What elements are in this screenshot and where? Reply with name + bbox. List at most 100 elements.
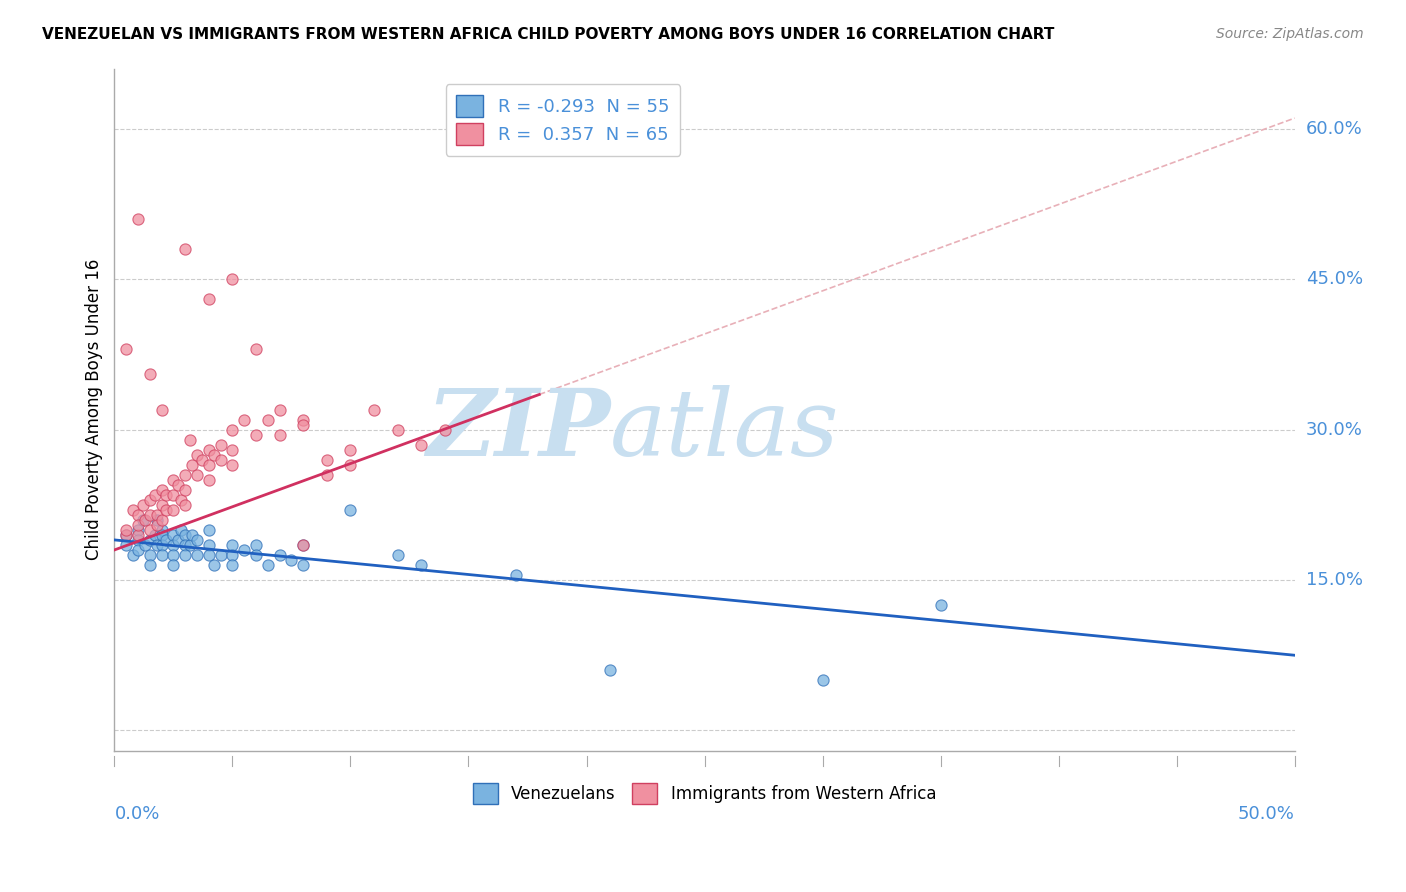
Point xyxy=(269,402,291,417)
Point xyxy=(179,433,201,447)
Point xyxy=(221,548,243,562)
Point xyxy=(139,492,162,507)
Point xyxy=(115,523,138,537)
Point xyxy=(315,467,337,482)
Point xyxy=(198,548,221,562)
Point xyxy=(280,553,302,567)
Point xyxy=(134,538,156,552)
Point xyxy=(221,538,243,552)
Legend: Venezuelans, Immigrants from Western Africa: Venezuelans, Immigrants from Western Afr… xyxy=(467,777,943,811)
Point xyxy=(139,508,162,522)
Point xyxy=(245,538,267,552)
Point xyxy=(150,498,173,512)
Text: 60.0%: 60.0% xyxy=(1306,120,1362,137)
Point xyxy=(245,343,267,357)
Point xyxy=(256,412,278,426)
Point xyxy=(339,503,361,517)
Point xyxy=(127,543,149,558)
Point xyxy=(174,467,197,482)
Point xyxy=(162,538,184,552)
Point xyxy=(233,543,256,558)
Point xyxy=(162,558,184,572)
Point xyxy=(146,513,169,527)
Point xyxy=(169,523,191,537)
Point xyxy=(150,513,173,527)
Text: 30.0%: 30.0% xyxy=(1306,421,1362,439)
Point xyxy=(186,533,208,547)
Point xyxy=(198,473,221,487)
Point xyxy=(811,673,834,688)
Point xyxy=(139,368,162,382)
Point xyxy=(146,538,169,552)
Point xyxy=(433,423,456,437)
Point xyxy=(122,548,145,562)
Point xyxy=(174,498,197,512)
Point xyxy=(139,558,162,572)
Point xyxy=(190,452,212,467)
Point xyxy=(233,412,256,426)
Point xyxy=(315,452,337,467)
Text: 15.0%: 15.0% xyxy=(1306,571,1362,589)
Point xyxy=(174,242,197,256)
Text: 50.0%: 50.0% xyxy=(1237,805,1295,823)
Point xyxy=(167,533,190,547)
Point xyxy=(292,412,315,426)
Point xyxy=(209,437,232,451)
Point xyxy=(245,427,267,442)
Point xyxy=(505,568,527,582)
Point xyxy=(221,272,243,286)
Point xyxy=(150,538,173,552)
Point xyxy=(174,538,197,552)
Point xyxy=(150,483,173,497)
Text: 45.0%: 45.0% xyxy=(1306,270,1362,288)
Point xyxy=(139,533,162,547)
Point xyxy=(167,477,190,491)
Point xyxy=(150,402,173,417)
Point xyxy=(146,508,169,522)
Point xyxy=(127,211,149,226)
Point xyxy=(162,488,184,502)
Point xyxy=(929,598,952,612)
Point xyxy=(150,528,173,542)
Point xyxy=(162,503,184,517)
Point xyxy=(221,442,243,457)
Point xyxy=(122,503,145,517)
Point xyxy=(169,492,191,507)
Point xyxy=(115,528,138,542)
Point xyxy=(162,473,184,487)
Point xyxy=(127,508,149,522)
Point xyxy=(115,538,138,552)
Point xyxy=(202,558,225,572)
Point xyxy=(179,538,201,552)
Text: atlas: atlas xyxy=(610,385,839,475)
Point xyxy=(127,533,149,547)
Text: ZIP: ZIP xyxy=(426,385,610,475)
Point xyxy=(143,488,166,502)
Text: Source: ZipAtlas.com: Source: ZipAtlas.com xyxy=(1216,27,1364,41)
Point xyxy=(387,548,409,562)
Point xyxy=(339,458,361,472)
Point xyxy=(139,523,162,537)
Point xyxy=(245,548,267,562)
Point xyxy=(186,548,208,562)
Point xyxy=(115,528,138,542)
Point xyxy=(198,442,221,457)
Point xyxy=(221,423,243,437)
Point xyxy=(162,548,184,562)
Point xyxy=(198,538,221,552)
Point xyxy=(162,528,184,542)
Point xyxy=(155,503,177,517)
Point xyxy=(146,517,169,532)
Point xyxy=(269,548,291,562)
Point xyxy=(174,548,197,562)
Point xyxy=(292,417,315,432)
Point xyxy=(155,488,177,502)
Point xyxy=(221,458,243,472)
Point xyxy=(127,528,149,542)
Point xyxy=(186,467,208,482)
Point xyxy=(115,343,138,357)
Point xyxy=(134,513,156,527)
Point xyxy=(181,458,204,472)
Point xyxy=(150,523,173,537)
Point xyxy=(155,533,177,547)
